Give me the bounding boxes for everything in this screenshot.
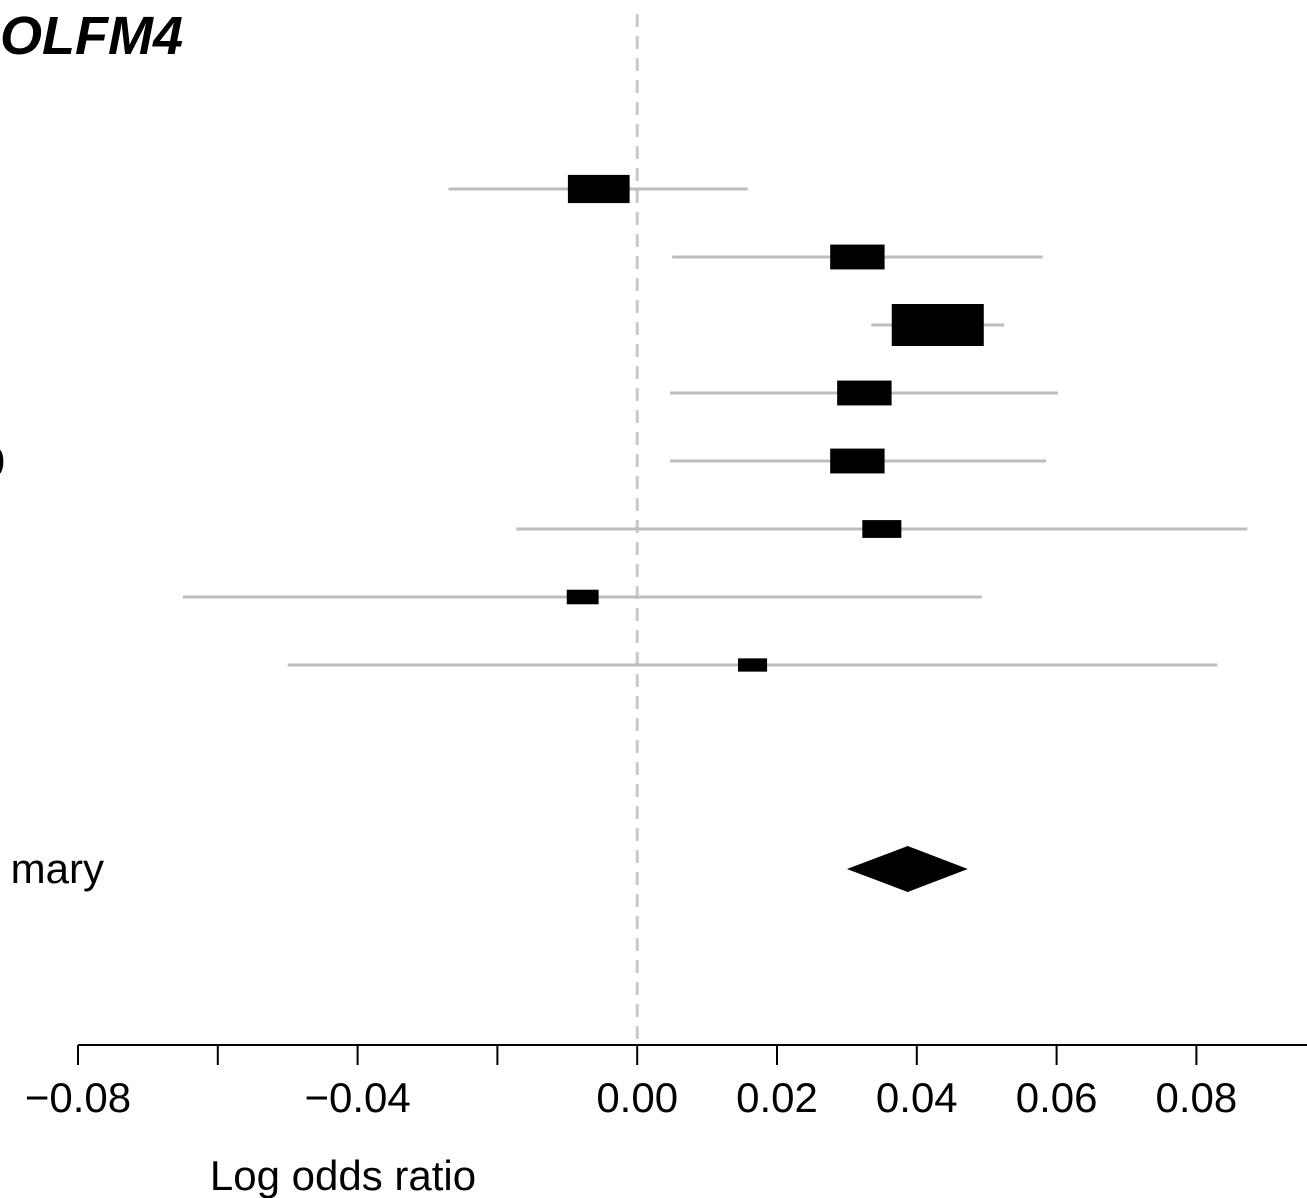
summary-label: mary [11, 845, 104, 892]
x-axis-label: Log odds ratio [210, 1152, 476, 1198]
study-estimate-box [837, 380, 892, 406]
x-tick-label: −0.04 [304, 1074, 410, 1121]
study-estimate-box [830, 244, 885, 270]
chart-title: OLFM4 [0, 6, 183, 66]
study-estimate-box [830, 448, 885, 474]
x-tick-label: 0.06 [1016, 1074, 1098, 1121]
study-estimate-box [566, 589, 599, 605]
x-tick-label: 0.00 [596, 1074, 678, 1121]
x-tick-label: −0.08 [25, 1074, 131, 1121]
study-estimate-box [567, 174, 630, 204]
study-estimate-box [737, 658, 768, 672]
study-estimate-box [862, 520, 902, 538]
x-tick-label: 0.04 [876, 1074, 958, 1121]
x-tick-label: 0.02 [736, 1074, 818, 1121]
study-label: 0 [0, 438, 5, 485]
study-estimate-box [891, 304, 984, 346]
x-tick-label: 0.08 [1156, 1074, 1238, 1121]
summary-diamond [846, 846, 968, 892]
